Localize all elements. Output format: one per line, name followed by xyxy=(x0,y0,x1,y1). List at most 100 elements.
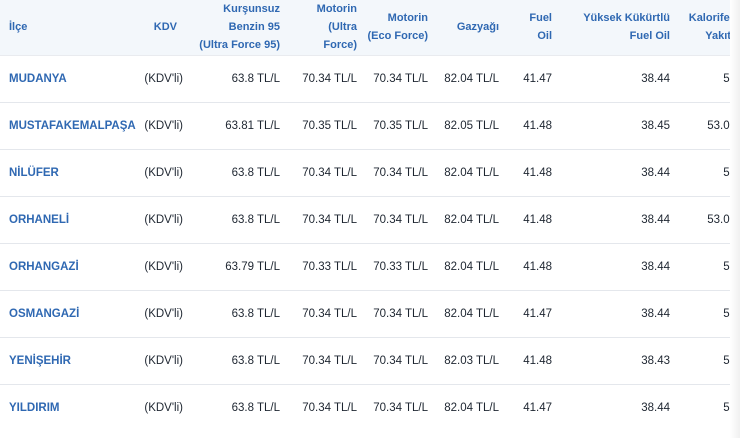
cell-motorin-ultra: 70.33 TL/L xyxy=(302,260,357,273)
table-header: İlçe KDV Kurşunsuz Benzin 95 (Ultra Force 95… xyxy=(0,0,740,55)
cell-motorin-eco: 70.34 TL/L xyxy=(373,72,428,85)
header-label: Benzin 95 xyxy=(228,21,280,34)
header-district: İlçe xyxy=(0,0,127,55)
cell-motorin-ultra: 70.34 TL/L xyxy=(302,401,357,414)
cell-yuksek-kukurtlu: 38.44 xyxy=(641,307,670,320)
cell-yuksek-kukurtlu: 38.44 xyxy=(641,166,670,179)
cell-kdv: (KDV'li) xyxy=(144,166,183,179)
district-link[interactable]: ORHANGAZİ xyxy=(9,260,79,273)
cell-yuksek-kukurtlu: 38.44 xyxy=(641,72,670,85)
header-label: İlçe xyxy=(9,21,28,34)
district-link[interactable]: ORHANELİ xyxy=(9,213,70,226)
district-link[interactable]: YENİŞEHİR xyxy=(9,354,71,367)
cell-kdv: (KDV'li) xyxy=(144,260,183,273)
edge-shadow xyxy=(730,0,740,438)
cell-motorin-eco: 70.34 TL/L xyxy=(373,213,428,226)
cell-kdv: (KDV'li) xyxy=(144,213,183,226)
cell-gazyagi: 82.04 TL/L xyxy=(444,401,499,414)
header-gazyagi: Gazyağı xyxy=(434,0,505,55)
cell-gazyagi: 82.04 TL/L xyxy=(444,166,499,179)
cell-kdv: (KDV'li) xyxy=(144,354,183,367)
header-kalorifer: Kalorifer Yakıtı xyxy=(676,0,740,55)
cell-benzin95: 63.8 TL/L xyxy=(231,354,280,367)
header-label: Yüksek Kükürtlü xyxy=(583,12,670,25)
cell-benzin95: 63.8 TL/L xyxy=(231,213,280,226)
header-label: Yakıtı xyxy=(705,30,734,43)
cell-motorin-eco: 70.35 TL/L xyxy=(373,119,428,132)
cell-gazyagi: 82.04 TL/L xyxy=(444,213,499,226)
cell-fuel-oil: 41.48 xyxy=(523,260,552,273)
header-label: Fuel Oil xyxy=(629,30,670,43)
header-label: Kurşunsuz xyxy=(223,3,280,16)
cell-fuel-oil: 41.47 xyxy=(523,401,552,414)
header-benzin95: Kurşunsuz Benzin 95 (Ultra Force 95) xyxy=(185,0,286,55)
cell-yuksek-kukurtlu: 38.45 xyxy=(641,119,670,132)
district-link[interactable]: MUDANYA xyxy=(9,72,67,85)
header-yuksek-kukurtlu: Yüksek Kükürtlü Fuel Oil xyxy=(558,0,676,55)
cell-benzin95: 63.79 TL/L xyxy=(225,260,280,273)
cell-benzin95: 63.8 TL/L xyxy=(231,72,280,85)
cell-fuel-oil: 41.48 xyxy=(523,166,552,179)
table-row: OSMANGAZİ (KDV'li) 63.8 TL/L 70.34 TL/L 70.3… xyxy=(0,290,740,337)
header-label: KDV xyxy=(153,21,177,34)
cell-kdv: (KDV'li) xyxy=(144,401,183,414)
district-link[interactable]: OSMANGAZİ xyxy=(9,307,80,320)
cell-fuel-oil: 41.48 xyxy=(523,213,552,226)
cell-gazyagi: 82.03 TL/L xyxy=(444,354,499,367)
table-row: MUDANYA (KDV'li) 63.8 TL/L 70.34 TL/L 70.34 … xyxy=(0,55,740,102)
header-motorin-ultra: Motorin (Ultra Force) xyxy=(286,0,363,55)
header-fuel-oil: Fuel Oil xyxy=(505,0,558,55)
header-label: Fuel xyxy=(529,12,552,25)
cell-kdv: (KDV'li) xyxy=(144,72,183,85)
header-label: Kalorifer xyxy=(688,12,734,25)
district-link[interactable]: NİLÜFER xyxy=(9,166,59,179)
cell-motorin-eco: 70.34 TL/L xyxy=(373,307,428,320)
cell-kdv: (KDV'li) xyxy=(144,119,183,132)
cell-motorin-ultra: 70.34 TL/L xyxy=(302,307,357,320)
table-row: ORHANELİ (KDV'li) 63.8 TL/L 70.34 TL/L 70.34… xyxy=(0,196,740,243)
header-motorin-eco: Motorin (Eco Force) xyxy=(363,0,434,55)
cell-gazyagi: 82.04 TL/L xyxy=(444,307,499,320)
district-link[interactable]: MUSTAFAKEMALPAŞA xyxy=(9,119,136,132)
cell-motorin-ultra: 70.34 TL/L xyxy=(302,354,357,367)
header-row: İlçe KDV Kurşunsuz Benzin 95 (Ultra Force 95… xyxy=(0,0,740,55)
cell-yuksek-kukurtlu: 38.43 xyxy=(641,354,670,367)
header-label: (Eco Force) xyxy=(367,30,428,43)
cell-motorin-eco: 70.34 TL/L xyxy=(373,354,428,367)
cell-yuksek-kukurtlu: 38.44 xyxy=(641,401,670,414)
cell-kalorifer: 53.01 xyxy=(707,119,736,132)
header-label: Motorin xyxy=(316,3,357,16)
table-row: ORHANGAZİ (KDV'li) 63.79 TL/L 70.33 TL/L 70.… xyxy=(0,243,740,290)
cell-gazyagi: 82.04 TL/L xyxy=(444,72,499,85)
table-row: MUSTAFAKEMALPAŞA (KDV'li) 63.81 TL/L 70.35 … xyxy=(0,102,740,149)
cell-gazyagi: 82.05 TL/L xyxy=(444,119,499,132)
cell-yuksek-kukurtlu: 38.44 xyxy=(641,260,670,273)
cell-motorin-eco: 70.33 TL/L xyxy=(373,260,428,273)
cell-motorin-ultra: 70.35 TL/L xyxy=(302,119,357,132)
header-label: Motorin xyxy=(387,12,428,25)
cell-motorin-ultra: 70.34 TL/L xyxy=(302,213,357,226)
cell-kdv: (KDV'li) xyxy=(144,307,183,320)
cell-fuel-oil: 41.48 xyxy=(523,354,552,367)
cell-fuel-oil: 41.48 xyxy=(523,119,552,132)
district-link[interactable]: YILDIRIM xyxy=(9,401,60,414)
table-row: NİLÜFER (KDV'li) 63.8 TL/L 70.34 TL/L 70.34 … xyxy=(0,149,740,196)
cell-motorin-eco: 70.34 TL/L xyxy=(373,166,428,179)
cell-benzin95: 63.8 TL/L xyxy=(231,166,280,179)
cell-fuel-oil: 41.47 xyxy=(523,307,552,320)
header-label: (Ultra xyxy=(328,21,357,34)
header-label: Force) xyxy=(323,39,357,52)
cell-benzin95: 63.81 TL/L xyxy=(225,119,280,132)
cell-benzin95: 63.8 TL/L xyxy=(231,307,280,320)
header-kdv: KDV xyxy=(127,0,185,55)
cell-motorin-ultra: 70.34 TL/L xyxy=(302,72,357,85)
table-body: MUDANYA (KDV'li) 63.8 TL/L 70.34 TL/L 70.34 … xyxy=(0,55,740,431)
cell-gazyagi: 82.04 TL/L xyxy=(444,260,499,273)
header-label: Gazyağı xyxy=(456,21,499,34)
cell-motorin-ultra: 70.34 TL/L xyxy=(302,166,357,179)
header-label: Oil xyxy=(537,30,552,43)
cell-kalorifer: 53.01 xyxy=(707,213,736,226)
cell-fuel-oil: 41.47 xyxy=(523,72,552,85)
fuel-price-table: İlçe KDV Kurşunsuz Benzin 95 (Ultra Force 95… xyxy=(0,0,740,431)
